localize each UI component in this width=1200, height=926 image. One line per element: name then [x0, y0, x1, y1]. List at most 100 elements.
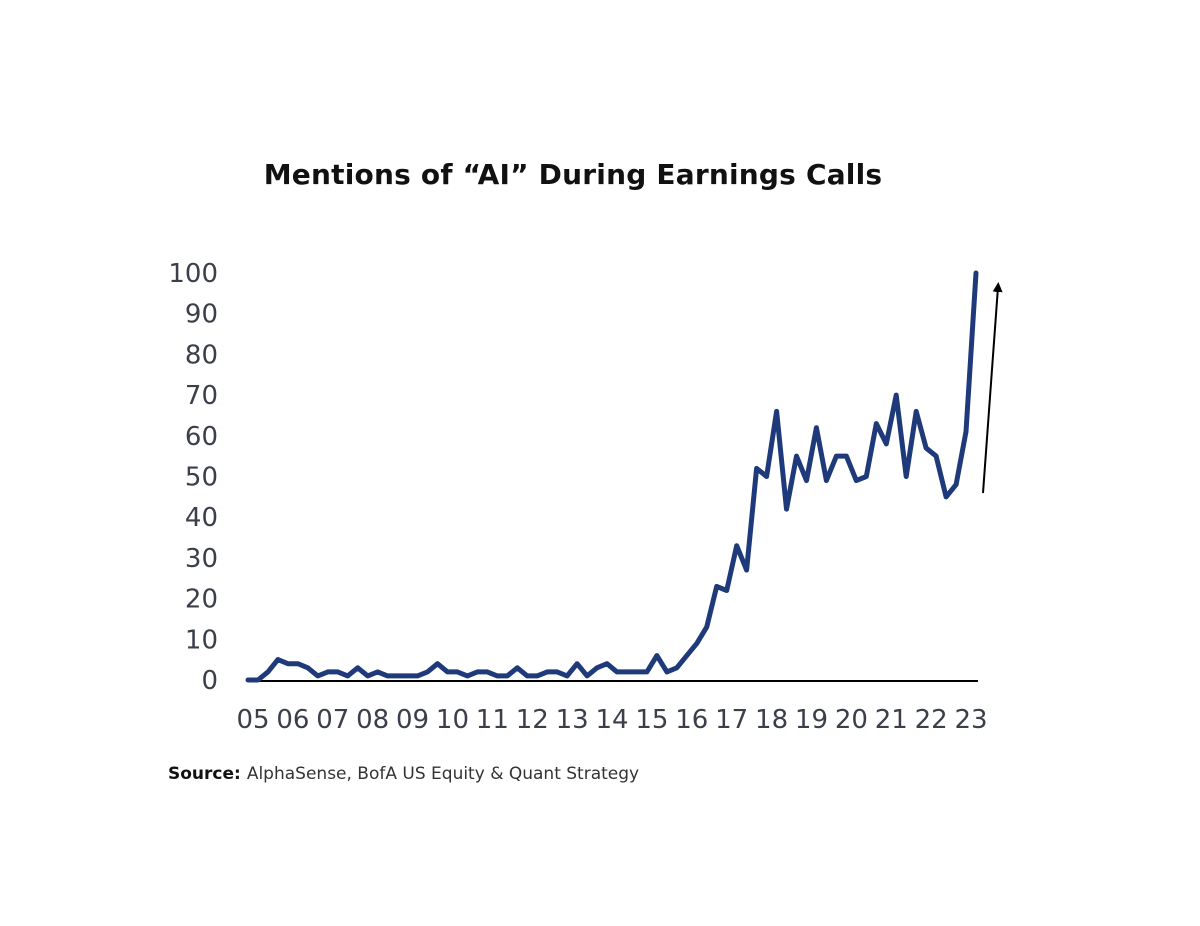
y-tick-label: 0 [201, 666, 218, 696]
x-tick-label: 22 [915, 705, 948, 735]
data-point [315, 673, 320, 679]
data-point [814, 425, 819, 430]
data-point [375, 669, 380, 675]
data-point [634, 669, 640, 675]
x-tick-label: 17 [715, 705, 748, 735]
data-point [475, 669, 480, 675]
x-tick-label: 13 [556, 705, 589, 735]
x-tick-label: 11 [476, 705, 509, 735]
data-point [684, 653, 689, 658]
x-tick-label: 07 [316, 705, 349, 735]
data-point [515, 665, 520, 670]
data-point [804, 478, 809, 483]
data-point [395, 673, 400, 679]
y-tick-label: 10 [185, 625, 218, 655]
data-point [894, 392, 899, 398]
data-point [305, 665, 310, 670]
x-tick-label: 12 [516, 705, 549, 735]
trend-arrow [982, 282, 1003, 494]
x-tick-label: 20 [835, 705, 868, 735]
data-point [824, 478, 829, 483]
data-point [914, 409, 919, 414]
data-point [325, 669, 330, 675]
data-point [774, 409, 779, 414]
data-point [904, 474, 909, 479]
data-point [614, 669, 620, 675]
x-tick-label: 09 [396, 705, 429, 735]
data-point [295, 661, 301, 666]
y-axis-tick-labels: 0 10 20 30 40 50 60 70 80 90 100 [168, 259, 218, 696]
data-point [953, 482, 959, 487]
data-point [714, 584, 719, 589]
x-tick-label: 16 [675, 705, 708, 735]
y-tick-label: 20 [185, 585, 218, 615]
data-point [674, 665, 679, 670]
data-point [385, 673, 390, 679]
data-point [734, 543, 739, 548]
data-point [415, 673, 420, 679]
y-tick-label: 50 [185, 463, 218, 493]
y-tick-label: 100 [168, 259, 218, 289]
x-tick-label: 14 [595, 705, 628, 735]
y-tick-label: 40 [185, 503, 218, 533]
data-point [545, 669, 550, 675]
data-point [624, 669, 630, 675]
x-tick-label: 18 [755, 705, 788, 735]
data-point [834, 453, 839, 459]
data-point [704, 624, 709, 630]
data-point [694, 641, 699, 646]
x-tick-label: 05 [236, 705, 269, 735]
data-point [275, 657, 281, 662]
data-point [265, 669, 271, 675]
data-point [485, 669, 490, 675]
data-point [455, 669, 460, 675]
data-point [505, 673, 510, 679]
y-tick-label: 70 [185, 381, 218, 411]
x-tick-label: 21 [875, 705, 908, 735]
data-point [445, 669, 450, 675]
data-point [784, 506, 789, 512]
data-point [255, 677, 261, 683]
data-point [355, 665, 360, 670]
data-point [864, 474, 869, 479]
chart-title: Mentions of “AI” During Earnings Calls [263, 158, 883, 191]
data-point [435, 661, 440, 666]
data-point [644, 669, 650, 675]
data-point [874, 421, 879, 426]
data-point [943, 494, 949, 500]
y-tick-label: 90 [185, 300, 218, 330]
data-point [963, 429, 969, 434]
data-point [854, 478, 859, 483]
data-point [604, 661, 610, 666]
data-point [574, 661, 580, 666]
data-point [884, 441, 889, 447]
data-point [535, 673, 540, 679]
source-label: Source: [168, 764, 241, 784]
data-point [654, 653, 660, 658]
data-point [285, 661, 291, 666]
data-point [754, 466, 759, 471]
data-point [335, 669, 340, 675]
x-tick-label: 15 [635, 705, 668, 735]
data-point [973, 270, 979, 276]
y-tick-label: 80 [185, 340, 218, 370]
data-point [365, 673, 370, 679]
data-point [724, 588, 729, 593]
data-point [525, 673, 530, 679]
data-point [555, 669, 560, 675]
y-tick-label: 30 [185, 544, 218, 574]
x-tick-label: 10 [436, 705, 469, 735]
x-tick-label: 08 [356, 705, 389, 735]
data-point [495, 673, 500, 679]
data-points [245, 270, 979, 683]
data-point [345, 673, 350, 679]
x-tick-label: 23 [954, 705, 987, 735]
data-point [794, 453, 799, 459]
data-point [594, 665, 600, 670]
data-point [564, 673, 570, 679]
data-point [405, 673, 410, 679]
data-point [584, 673, 590, 679]
data-point [744, 567, 749, 573]
data-point [465, 673, 470, 679]
